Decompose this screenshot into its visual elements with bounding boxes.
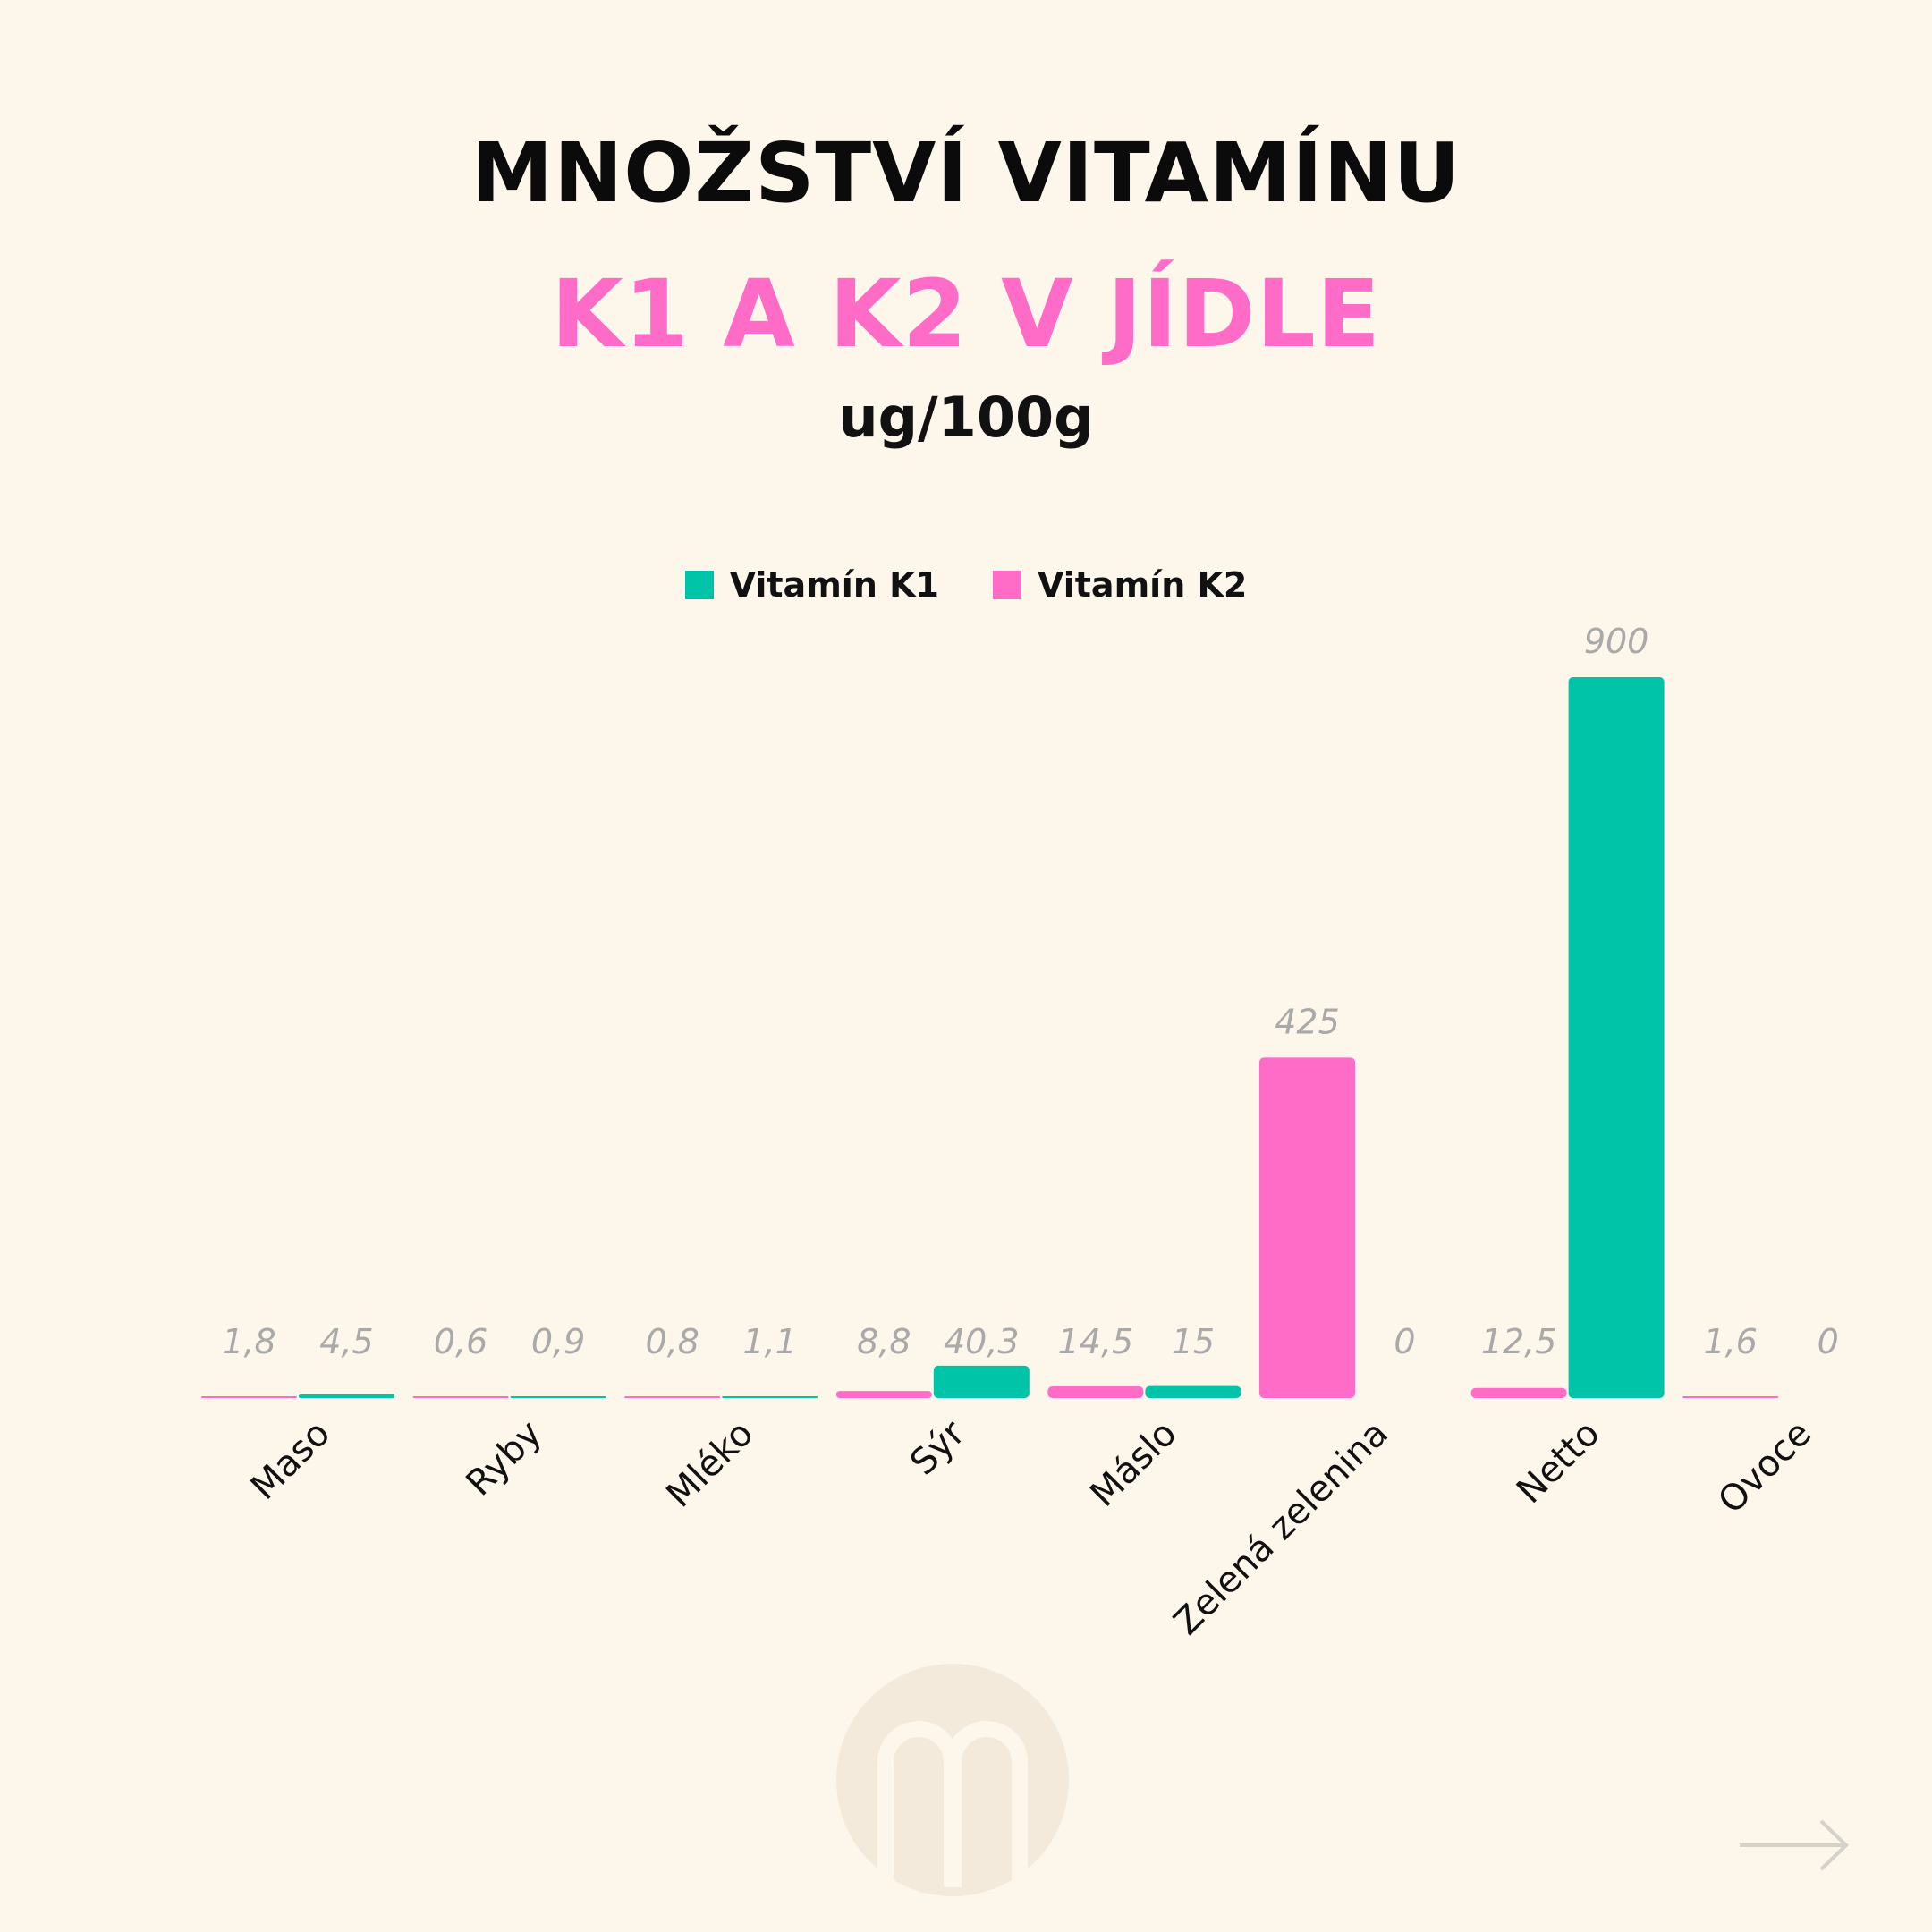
logo-circle	[836, 1664, 1069, 1896]
legend-swatch-k1	[684, 571, 714, 599]
bars-group	[201, 677, 1779, 1398]
chart-legend: Vitamín K1 Vitamín K2	[0, 565, 1932, 605]
bar-k1-4	[1145, 1385, 1241, 1398]
value-label-k2-5: 425	[1275, 1002, 1340, 1041]
value-label-k2-6: 12,5	[1481, 1322, 1557, 1361]
value-label-k1-3: 40,3	[944, 1322, 1020, 1361]
value-label-k1-5: 0	[1394, 1322, 1415, 1361]
chart-title-line2: K1 A K2 V JÍDLE	[551, 259, 1381, 369]
value-label-k1-2: 1,1	[742, 1322, 796, 1361]
bar-k2-2	[624, 1396, 721, 1398]
bar-k1-2	[722, 1396, 818, 1398]
bar-k2-1	[412, 1396, 509, 1398]
category-label-0: Maso	[243, 1413, 338, 1508]
value-label-k2-3: 8,8	[857, 1322, 911, 1361]
legend-swatch-k2	[993, 571, 1021, 599]
bar-k1-6	[1568, 677, 1665, 1398]
value-label-k2-0: 1,8	[222, 1322, 275, 1361]
next-arrow-icon[interactable]	[1740, 1819, 1849, 1871]
category-label-1: Ryby	[459, 1413, 550, 1504]
value-label-k1-6: 900	[1584, 622, 1649, 661]
legend-label-k1: Vitamín K1	[729, 565, 939, 605]
category-label-3: Sýr	[902, 1412, 973, 1483]
value-label-k1-1: 0,9	[531, 1322, 585, 1361]
value-label-k1-7: 0	[1818, 1322, 1839, 1361]
chart-unit-label: ug/100g	[838, 385, 1094, 450]
value-label-k2-4: 14,5	[1058, 1322, 1134, 1361]
bar-k1-0	[299, 1394, 394, 1398]
value-label-k1-0: 4,5	[319, 1322, 373, 1361]
bar-k1-1	[510, 1396, 606, 1398]
legend-item-k1: Vitamín K1	[684, 565, 939, 605]
value-label-k2-1: 0,6	[434, 1322, 487, 1361]
bar-k2-3	[835, 1391, 932, 1398]
legend-item-k2: Vitamín K2	[993, 565, 1247, 605]
value-label-k1-4: 15	[1172, 1322, 1215, 1361]
bar-k2-0	[201, 1396, 297, 1398]
category-label-5: Zelená zelenina	[1166, 1413, 1396, 1643]
bar-k2-6	[1470, 1387, 1567, 1398]
category-label-4: Máslo	[1082, 1413, 1184, 1515]
logo-arches	[877, 1721, 1028, 1887]
value-label-k2-2: 0,8	[645, 1322, 699, 1361]
bar-k1-3	[933, 1365, 1030, 1398]
category-label-2: Mléko	[658, 1413, 761, 1516]
bar-k2-7	[1682, 1396, 1779, 1398]
bar-k2-4	[1047, 1386, 1144, 1398]
bar-k2-5	[1259, 1057, 1355, 1398]
category-label-6: Netto	[1509, 1413, 1608, 1513]
legend-label-k2: Vitamín K2	[1038, 565, 1248, 605]
value-labels-group: 1,8 4,5 0,6 0,9 0,8 1,1 8,8 40,3 14,5 15 425 0 12,5 9…	[222, 622, 1839, 1361]
brand-logo	[836, 1664, 1069, 1896]
chart-title-line1: MNOŽSTVÍ VITAMÍNU	[470, 125, 1462, 221]
category-label-7: Ovoce	[1710, 1413, 1819, 1522]
value-label-k2-7: 1,6	[1703, 1322, 1757, 1361]
